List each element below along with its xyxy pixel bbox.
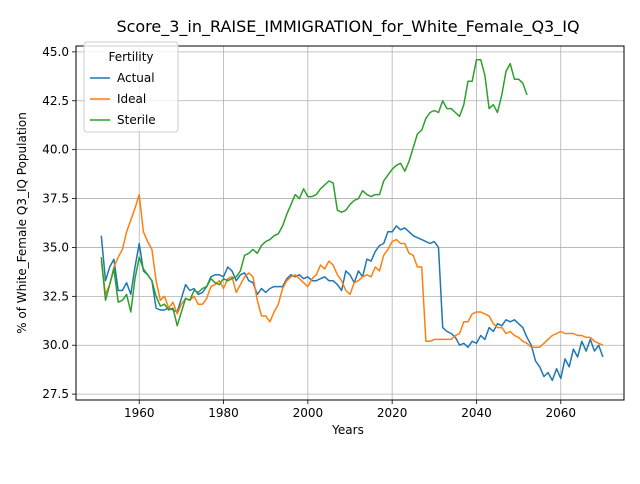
- legend: Fertility Actual Ideal Sterile: [83, 41, 179, 133]
- y-tick-label: 27.5: [42, 387, 69, 401]
- chart-title: Score_3_in_RAISE_IMMIGRATION_for_White_F…: [116, 17, 579, 37]
- x-tick-label: 2060: [545, 406, 576, 420]
- x-axis-label: Years: [331, 423, 364, 437]
- x-tick-label: 1960: [124, 406, 155, 420]
- grid: [76, 46, 624, 400]
- y-tick-label: 42.5: [42, 94, 69, 108]
- x-tick-label: 2000: [293, 406, 324, 420]
- legend-title: Fertility: [108, 50, 153, 64]
- y-tick-label: 45.0: [42, 45, 69, 59]
- x-tick-label: 2020: [377, 406, 408, 420]
- y-axis-ticks: 27.5 30.0 32.5 35.0 37.5 40.0 42.5 45.0: [42, 45, 76, 401]
- y-tick-label: 37.5: [42, 192, 69, 206]
- y-tick-label: 40.0: [42, 143, 69, 157]
- plot-frame: [75, 45, 625, 401]
- x-tick-label: 2040: [461, 406, 492, 420]
- y-tick-label: 30.0: [42, 338, 69, 352]
- series-line-actual: [100, 225, 604, 382]
- legend-box: [83, 41, 179, 133]
- y-tick-label: 35.0: [42, 240, 69, 254]
- x-axis-ticks: 1960 1980 2000 2020 2040 2060: [124, 400, 576, 420]
- legend-entries: Actual Ideal Sterile: [90, 71, 156, 127]
- legend-label-actual: Actual: [117, 71, 155, 85]
- legend-label-ideal: Ideal: [117, 92, 146, 106]
- x-tick-label: 1980: [208, 406, 239, 420]
- legend-label-sterile: Sterile: [117, 113, 156, 127]
- y-tick-label: 32.5: [42, 289, 69, 303]
- series-lines: [100, 58, 604, 382]
- series-line-sterile: [100, 58, 528, 327]
- y-axis-label: % of White_Female Q3_IQ Population: [15, 112, 29, 334]
